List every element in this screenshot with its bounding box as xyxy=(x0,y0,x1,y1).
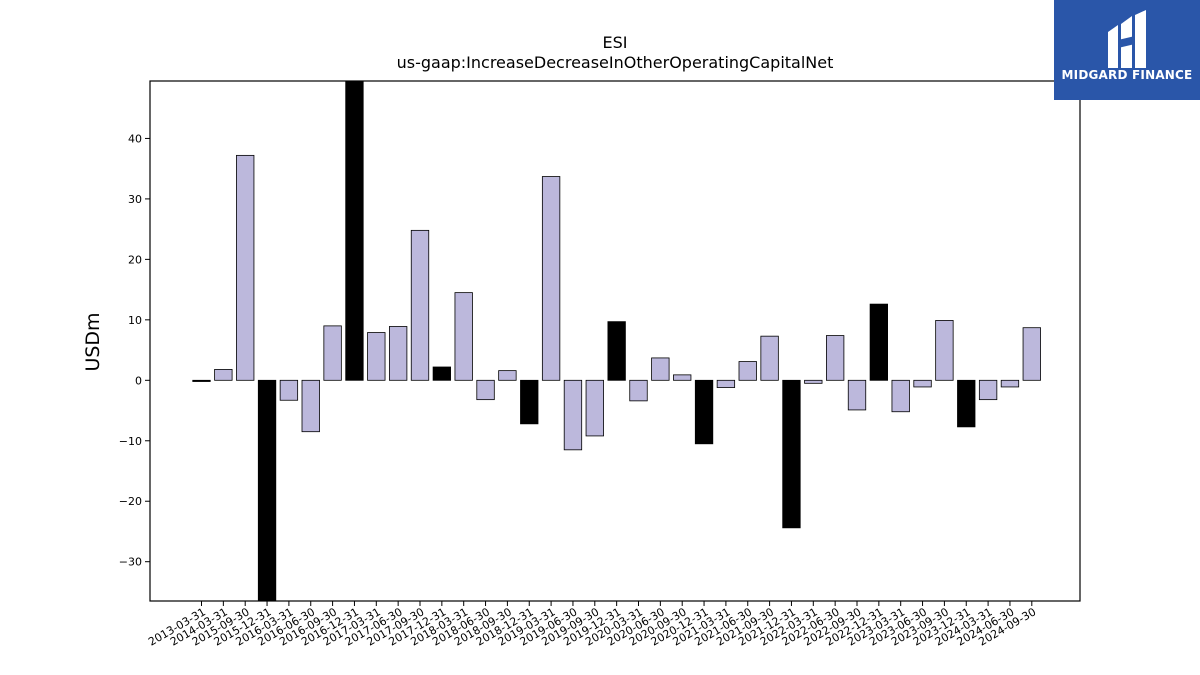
bar-2016-12-31 xyxy=(345,80,364,381)
bar-2022-03-31 xyxy=(804,379,823,384)
midgard-finance-logo: MIDGARD FINANCE xyxy=(1054,0,1200,100)
y-tick-label: −20 xyxy=(119,495,142,508)
bar-2022-09-30 xyxy=(847,379,867,411)
bar-2021-06-30 xyxy=(738,361,757,381)
bar-2024-06-30 xyxy=(1000,379,1020,388)
bar-2017-03-31 xyxy=(367,332,386,381)
bar-2024-03-31 xyxy=(978,379,998,401)
y-tick-label: −10 xyxy=(119,435,142,448)
bar-2020-03-31 xyxy=(629,379,648,402)
bar-2016-09-30 xyxy=(323,325,342,381)
bar-2023-12-31 xyxy=(957,379,976,428)
y-axis: −30 −20 −10 0 10 20 30 40 xyxy=(119,132,150,569)
bar-2017-09-30 xyxy=(410,229,430,381)
bar-2021-03-31 xyxy=(716,379,736,388)
logo-text: MIDGARD FINANCE xyxy=(1061,68,1193,82)
bar-2018-03-31 xyxy=(454,292,473,381)
bar-2018-12-31 xyxy=(520,379,539,425)
bar-2018-09-30 xyxy=(498,370,517,381)
y-axis-label: USDm xyxy=(82,312,104,371)
bar-2022-12-31 xyxy=(869,303,888,381)
midgard-logo-icon xyxy=(1108,10,1146,68)
bar-2021-12-31 xyxy=(782,379,801,529)
y-tick-label: −30 xyxy=(119,556,142,569)
bar-2019-06-30 xyxy=(563,379,583,451)
bar-2020-12-31 xyxy=(694,379,714,445)
bar-2024-09-30 xyxy=(1022,327,1041,381)
bar-2023-09-30 xyxy=(935,320,954,381)
bar-2020-09-30 xyxy=(673,374,692,381)
bar-2018-06-30 xyxy=(476,379,495,401)
bar-2016-03-31 xyxy=(279,379,299,401)
bar-2015-12-31 xyxy=(257,379,277,602)
bar-2019-03-31 xyxy=(541,176,561,381)
bar-2016-06-30 xyxy=(301,379,320,433)
bar-2017-06-30 xyxy=(388,326,408,381)
chart-subtitle: us-gaap:IncreaseDecreaseInOtherOperating… xyxy=(397,53,834,72)
y-tick-label: 40 xyxy=(128,132,142,145)
y-tick-label: 10 xyxy=(128,314,142,327)
bar-2015-09-30 xyxy=(236,154,255,381)
x-axis: 2013-03-312014-03-312015-09-302015-12-31… xyxy=(146,601,1038,649)
bar-2019-09-30 xyxy=(585,379,604,437)
bar-2014-03-31 xyxy=(214,369,233,381)
bar-2021-09-30 xyxy=(760,335,779,381)
y-tick-label: 0 xyxy=(135,374,142,387)
chart-title: ESI xyxy=(603,33,628,52)
plot-frame xyxy=(149,80,1081,602)
y-tick-label: 20 xyxy=(128,253,142,266)
bars-group xyxy=(192,80,1041,602)
bar-2023-06-30 xyxy=(913,379,932,388)
bar-2023-03-31 xyxy=(891,379,910,413)
bar-2019-12-31 xyxy=(607,321,626,381)
y-tick-label: 30 xyxy=(128,193,142,206)
bar-2022-06-30 xyxy=(826,335,845,381)
bar-2020-06-30 xyxy=(651,357,670,381)
bar-2013-03-31 xyxy=(192,379,211,382)
bar-2017-12-31 xyxy=(432,366,452,381)
